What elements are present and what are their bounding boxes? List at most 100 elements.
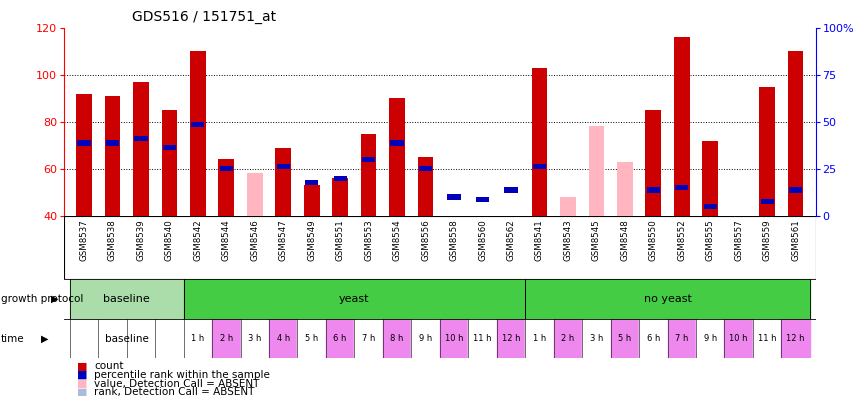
Bar bbox=[447, 194, 460, 200]
Bar bbox=[582, 319, 610, 358]
Bar bbox=[212, 319, 241, 358]
Bar bbox=[275, 148, 291, 216]
Bar bbox=[419, 166, 432, 171]
Bar bbox=[276, 164, 289, 169]
Text: GSM8539: GSM8539 bbox=[136, 219, 145, 261]
Bar bbox=[695, 319, 723, 358]
Text: GSM8554: GSM8554 bbox=[392, 219, 401, 261]
Text: 6 h: 6 h bbox=[646, 334, 659, 343]
Bar bbox=[467, 319, 496, 358]
Bar bbox=[673, 37, 689, 216]
Bar bbox=[638, 319, 667, 358]
Bar bbox=[70, 279, 183, 319]
Text: GSM8552: GSM8552 bbox=[676, 219, 686, 261]
Text: 12 h: 12 h bbox=[786, 334, 804, 343]
Bar bbox=[354, 319, 382, 358]
Text: 2 h: 2 h bbox=[219, 334, 233, 343]
Text: GSM8537: GSM8537 bbox=[79, 219, 89, 261]
Bar bbox=[760, 199, 773, 204]
Text: GSM8543: GSM8543 bbox=[563, 219, 572, 261]
Text: time: time bbox=[1, 333, 25, 344]
Bar bbox=[360, 133, 376, 216]
Text: baseline: baseline bbox=[103, 294, 150, 304]
Text: count: count bbox=[94, 361, 124, 371]
Text: 11 h: 11 h bbox=[473, 334, 491, 343]
Text: GSM8559: GSM8559 bbox=[762, 219, 771, 261]
Text: GSM8557: GSM8557 bbox=[734, 219, 742, 261]
Bar bbox=[219, 166, 233, 171]
Text: GDS516 / 151751_at: GDS516 / 151751_at bbox=[132, 10, 276, 24]
Text: 3 h: 3 h bbox=[248, 334, 261, 343]
Text: GSM8561: GSM8561 bbox=[790, 219, 799, 261]
Bar bbox=[723, 319, 752, 358]
Text: 5 h: 5 h bbox=[305, 334, 318, 343]
Bar bbox=[161, 110, 177, 216]
Bar bbox=[390, 140, 403, 145]
Bar bbox=[525, 319, 553, 358]
Text: 2 h: 2 h bbox=[560, 334, 574, 343]
Bar bbox=[304, 185, 319, 216]
Text: 10 h: 10 h bbox=[728, 334, 747, 343]
Bar bbox=[617, 162, 632, 216]
Bar bbox=[362, 157, 374, 162]
Text: GSM8558: GSM8558 bbox=[449, 219, 458, 261]
Bar bbox=[675, 185, 688, 190]
Text: percentile rank within the sample: percentile rank within the sample bbox=[94, 370, 270, 380]
Text: rank, Detection Call = ABSENT: rank, Detection Call = ABSENT bbox=[94, 387, 254, 396]
Bar bbox=[417, 157, 432, 216]
Bar bbox=[758, 86, 775, 216]
Text: 6 h: 6 h bbox=[334, 334, 346, 343]
Text: 7 h: 7 h bbox=[362, 334, 374, 343]
Text: GSM8549: GSM8549 bbox=[307, 219, 316, 261]
Bar bbox=[496, 319, 525, 358]
Text: GSM8546: GSM8546 bbox=[250, 219, 259, 261]
Bar bbox=[504, 187, 517, 192]
Text: GSM8550: GSM8550 bbox=[648, 219, 657, 261]
Text: GSM8562: GSM8562 bbox=[506, 219, 515, 261]
Bar bbox=[76, 93, 92, 216]
Text: 3 h: 3 h bbox=[589, 334, 602, 343]
Bar bbox=[702, 141, 717, 216]
Text: 11 h: 11 h bbox=[757, 334, 775, 343]
Bar bbox=[646, 187, 659, 192]
Bar bbox=[133, 82, 148, 216]
Bar bbox=[411, 319, 439, 358]
Bar bbox=[269, 319, 297, 358]
Text: 9 h: 9 h bbox=[419, 334, 432, 343]
Bar bbox=[560, 197, 575, 216]
Text: GSM8544: GSM8544 bbox=[222, 219, 230, 261]
Bar bbox=[106, 140, 119, 145]
Text: 4 h: 4 h bbox=[276, 334, 289, 343]
Text: growth protocol: growth protocol bbox=[1, 294, 83, 304]
Text: GSM8555: GSM8555 bbox=[705, 219, 714, 261]
Bar bbox=[78, 140, 90, 145]
Bar bbox=[588, 126, 604, 216]
Bar bbox=[183, 279, 525, 319]
Text: GSM8547: GSM8547 bbox=[278, 219, 287, 261]
Text: ■: ■ bbox=[77, 387, 87, 396]
Bar bbox=[731, 215, 745, 221]
Bar bbox=[610, 319, 638, 358]
Bar bbox=[332, 178, 348, 216]
Bar bbox=[532, 164, 545, 169]
Text: 9 h: 9 h bbox=[703, 334, 716, 343]
Text: ▶: ▶ bbox=[51, 294, 59, 304]
Bar bbox=[788, 187, 801, 192]
Text: GSM8545: GSM8545 bbox=[591, 219, 601, 261]
Text: ■: ■ bbox=[77, 370, 87, 380]
Bar bbox=[134, 136, 148, 141]
Text: GSM8551: GSM8551 bbox=[335, 219, 345, 261]
Bar bbox=[531, 68, 547, 216]
Text: 10 h: 10 h bbox=[444, 334, 462, 343]
Bar bbox=[191, 122, 204, 127]
Text: GSM8548: GSM8548 bbox=[619, 219, 629, 261]
Text: GSM8556: GSM8556 bbox=[421, 219, 430, 261]
Bar bbox=[241, 319, 269, 358]
Text: no yeast: no yeast bbox=[643, 294, 691, 304]
Bar bbox=[297, 319, 326, 358]
Text: value, Detection Call = ABSENT: value, Detection Call = ABSENT bbox=[94, 379, 259, 389]
Text: 7 h: 7 h bbox=[675, 334, 688, 343]
Bar bbox=[218, 159, 234, 216]
Text: GSM8553: GSM8553 bbox=[363, 219, 373, 261]
Bar bbox=[247, 173, 262, 216]
